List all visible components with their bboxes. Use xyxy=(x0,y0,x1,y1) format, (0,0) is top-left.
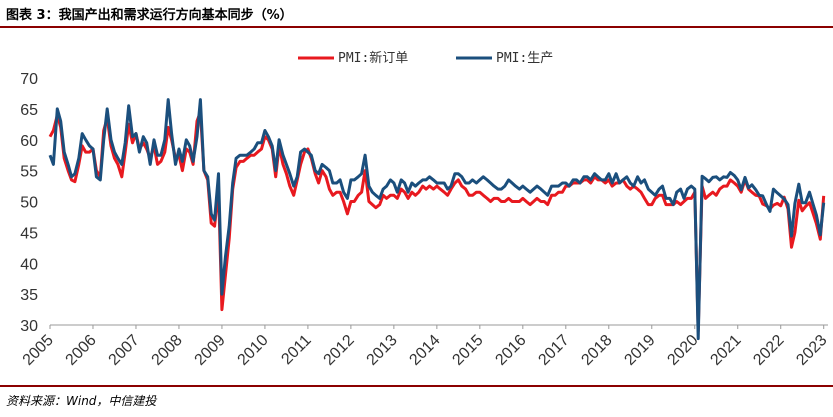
y-tick-label: 65 xyxy=(20,102,38,119)
figure-title: 图表 3：我国产出和需求运行方向基本同步（%） xyxy=(6,8,293,23)
x-tick-label: 2006 xyxy=(63,332,100,369)
y-tick-label: 55 xyxy=(20,164,38,181)
x-tick-label: 2012 xyxy=(321,332,358,369)
legend-label: PMI:生产 xyxy=(496,51,553,66)
bottom-rule xyxy=(0,385,833,387)
x-tick-label: 2016 xyxy=(492,332,529,369)
x-tick-label: 2009 xyxy=(192,332,229,369)
x-tick-label: 2023 xyxy=(793,332,830,369)
x-tick-label: 2019 xyxy=(621,332,658,369)
x-tick-label: 2011 xyxy=(278,332,314,368)
y-tick-label: 45 xyxy=(20,225,38,242)
x-tick-label: 2010 xyxy=(235,332,272,369)
x-tick-label: 2022 xyxy=(750,332,787,369)
y-tick-label: 50 xyxy=(20,195,38,212)
y-tick-label: 30 xyxy=(20,318,38,335)
y-tick-label: 40 xyxy=(20,256,38,273)
chart-legend: PMI:新订单 PMI:生产 xyxy=(298,50,553,66)
top-rule xyxy=(0,26,833,28)
y-tick-label: 60 xyxy=(20,133,38,150)
y-tick-label: 70 xyxy=(20,71,38,88)
x-tick-label: 2007 xyxy=(106,332,143,369)
x-tick-label: 2015 xyxy=(449,332,486,369)
source-note: 资料来源：Wind，中信建投 xyxy=(6,394,157,408)
y-tick-label: 35 xyxy=(20,287,38,304)
x-tick-label: 2018 xyxy=(578,332,615,369)
series-line-production xyxy=(48,98,826,341)
x-tick-label: 2005 xyxy=(20,332,57,369)
x-tick-label: 2020 xyxy=(664,332,701,369)
x-tick-label: 2014 xyxy=(406,332,443,369)
x-tick-label: 2017 xyxy=(535,332,572,369)
series-line-new-orders xyxy=(48,110,826,333)
x-tick-label: 2013 xyxy=(364,332,401,369)
x-tick-label: 2021 xyxy=(707,332,744,369)
legend-label: PMI:新订单 xyxy=(338,50,408,66)
x-tick-label: 2008 xyxy=(149,332,186,369)
